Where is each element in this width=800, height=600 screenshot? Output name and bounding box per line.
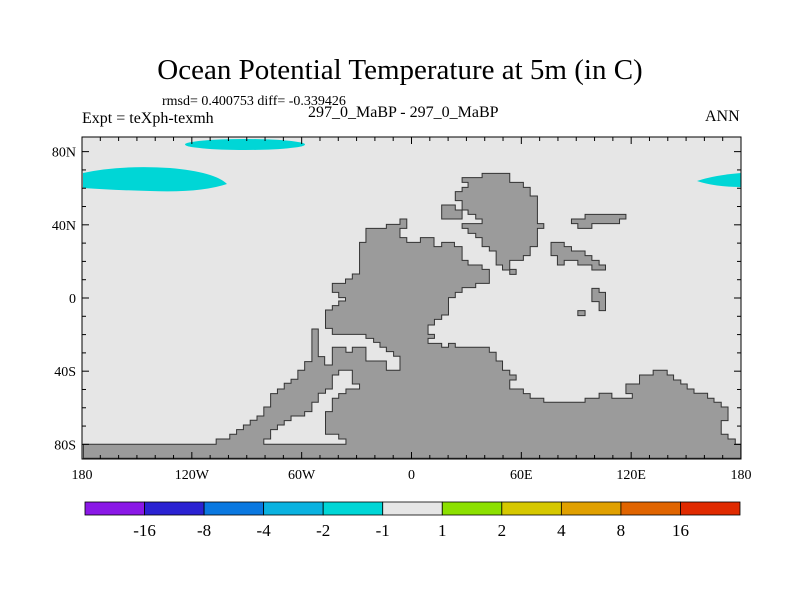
colorbar-box xyxy=(144,501,205,516)
x-tick-label: 180 xyxy=(72,468,93,483)
anomaly-regions xyxy=(83,139,741,192)
colorbar-box xyxy=(441,501,503,516)
colorbar-box xyxy=(84,501,145,516)
x-tick-label: 60W xyxy=(288,468,316,483)
anomaly-blob xyxy=(185,139,305,150)
colorbar-label: -16 xyxy=(133,521,156,540)
x-tick-label: 0 xyxy=(408,468,415,483)
colorbar-box xyxy=(203,501,265,516)
experiment-label: Expt = teXph-texmh xyxy=(82,110,214,127)
colorbar-box xyxy=(620,501,681,516)
season-label: ANN xyxy=(705,108,740,125)
stats-text: rmsd= 0.400753 diff= -0.339426 xyxy=(162,94,346,109)
x-tick-label: 180 xyxy=(731,468,752,483)
colorbar-label: 1 xyxy=(438,521,447,540)
colorbar-box xyxy=(680,501,741,516)
colorbar-label: 4 xyxy=(557,521,566,540)
colorbar-label: 16 xyxy=(672,521,689,540)
colorbar-box xyxy=(263,501,324,516)
y-tick-label: 40N xyxy=(52,219,76,234)
colorbar-label: 2 xyxy=(498,521,507,540)
land-masses xyxy=(83,173,740,458)
colorbar-box xyxy=(501,501,562,516)
period-label: 297_0_MaBP - 297_0_MaBP xyxy=(308,104,499,121)
y-tick-label: 80S xyxy=(54,438,76,453)
colorbar-box xyxy=(560,501,622,516)
colorbar-label: -1 xyxy=(376,521,390,540)
colorbar-box xyxy=(322,501,384,516)
land-island xyxy=(551,242,605,270)
colorbar: -16 -8 -4 -2 -1 1 2 4 8 16 xyxy=(84,501,741,540)
y-tick-label: 40S xyxy=(54,365,76,380)
anomaly-blob xyxy=(697,173,741,187)
land-island xyxy=(592,288,606,310)
land-pangaea xyxy=(83,219,740,458)
colorbar-label: -4 xyxy=(257,521,272,540)
x-tick-label: 120W xyxy=(175,468,210,483)
plot-title: Ocean Potential Temperature at 5m (in C) xyxy=(157,54,643,86)
x-tick-label: 120E xyxy=(616,468,646,483)
colorbar-label: -2 xyxy=(316,521,330,540)
colorbar-label: 8 xyxy=(617,521,626,540)
anomaly-blob xyxy=(83,167,227,192)
y-tick-label: 0 xyxy=(69,292,76,307)
axes: 180 120W 60W 0 60E 120E 180 80N 40N 0 40S 80S xyxy=(52,137,752,483)
colorbar-label: -8 xyxy=(197,521,211,540)
x-tick-label: 60E xyxy=(510,468,533,483)
land-island xyxy=(442,205,462,219)
colorbar-box xyxy=(382,501,443,516)
land-island xyxy=(578,311,585,316)
inland-sea xyxy=(264,370,360,444)
y-tick-label: 80N xyxy=(52,146,76,161)
land-island xyxy=(571,214,625,228)
